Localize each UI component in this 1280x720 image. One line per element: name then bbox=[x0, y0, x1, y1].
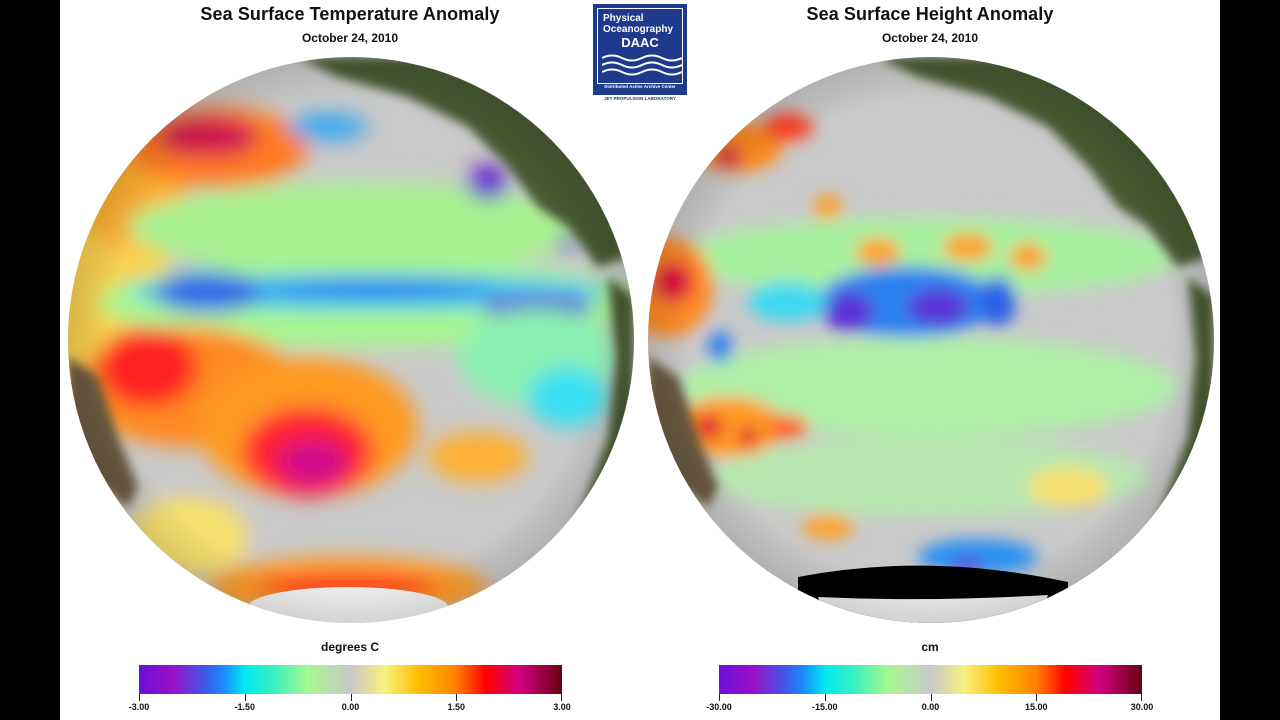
ssh-colorbar-ticks: -30.00 -15.00 0.00 15.00 30.00 bbox=[706, 694, 1153, 720]
ssh-title: Sea Surface Height Anomaly bbox=[806, 4, 1054, 24]
ssh-colorbar bbox=[719, 665, 1142, 694]
sst-tick-label: 3.00 bbox=[553, 702, 571, 712]
waves-icon bbox=[602, 54, 682, 76]
logo-frame: Physical Oceanography DAAC bbox=[597, 8, 683, 84]
logo-line-daac: DAAC bbox=[621, 35, 659, 50]
sst-colorbar bbox=[139, 665, 562, 694]
ssh-tick-label: -30.00 bbox=[706, 702, 732, 712]
sst-globe-map bbox=[68, 57, 634, 623]
ssh-tick-label: 0.00 bbox=[921, 702, 940, 712]
ssh-tick-label: 15.00 bbox=[1024, 702, 1048, 712]
sst-title: Sea Surface Temperature Anomaly bbox=[200, 4, 500, 24]
figure-canvas: Sea Surface Temperature Anomaly October … bbox=[60, 0, 1220, 720]
sst-colorbar-ticks: -3.00 -1.50 0.00 1.50 3.00 bbox=[129, 694, 571, 720]
logo-line-oceanography: Oceanography bbox=[603, 24, 674, 35]
ssh-tick-label: -15.00 bbox=[811, 702, 838, 712]
ssh-date: October 24, 2010 bbox=[881, 31, 979, 45]
ssh-unit-label: cm bbox=[921, 640, 939, 654]
jpl-label: JET PROPULSION LABORATORY bbox=[604, 96, 676, 101]
sst-panel: Sea Surface Temperature Anomaly October … bbox=[60, 0, 640, 720]
sst-unit-label: degrees C bbox=[320, 640, 380, 654]
ssh-globe-map bbox=[648, 57, 1214, 623]
ssh-tick-label: 30.00 bbox=[1130, 702, 1154, 712]
sst-tick-label: 0.00 bbox=[341, 702, 360, 712]
sst-date: October 24, 2010 bbox=[301, 31, 399, 45]
sst-tick-label: -1.50 bbox=[234, 702, 255, 712]
sst-tick-label: -3.00 bbox=[128, 702, 150, 712]
podaac-logo: Physical Oceanography DAAC Distributed A… bbox=[593, 4, 687, 95]
logo-footer: Distributed Active Archive Center bbox=[604, 84, 676, 89]
logo-line-physical: Physical bbox=[603, 13, 644, 24]
sst-tick-label: 1.50 bbox=[447, 702, 466, 712]
ssh-panel: Sea Surface Height Anomaly October 24, 2… bbox=[640, 0, 1220, 720]
